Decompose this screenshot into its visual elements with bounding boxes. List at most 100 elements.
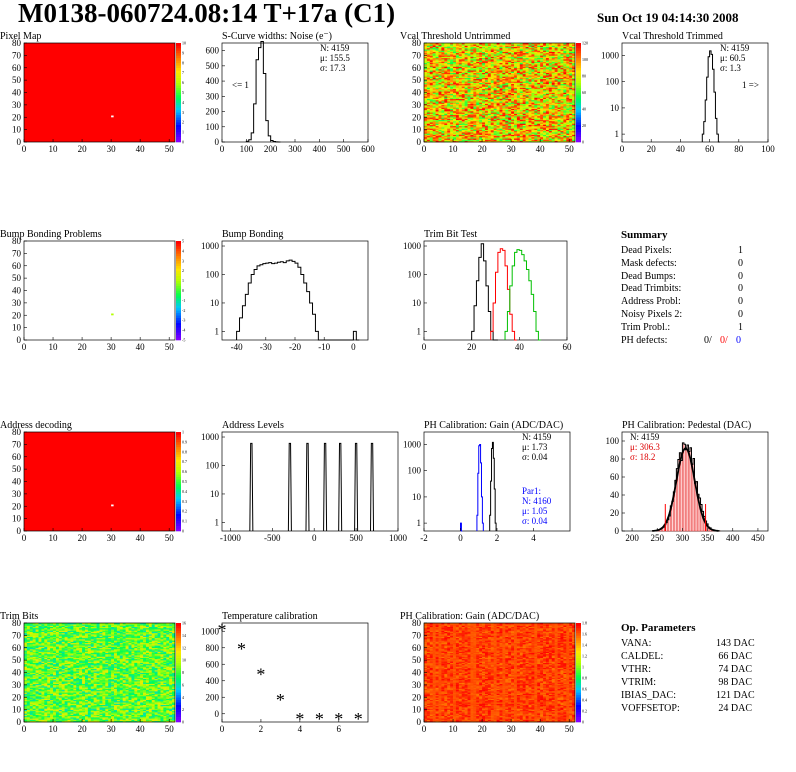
heatmap-cell [548,46,553,49]
heatmap-cell [563,135,567,138]
heatmap-cell [438,140,442,143]
heatmap-cell [435,112,439,114]
heatmap-cell [551,92,555,95]
heatmap-cell [479,52,483,55]
heatmap-cell [453,46,457,49]
heatmap-cell [426,43,431,45]
color-scale-band [176,52,181,56]
heatmap-cell [432,133,436,135]
heatmap-cell [511,70,515,72]
heatmap-cell [455,81,460,83]
heatmap-cell [453,44,457,46]
heatmap-cell [514,72,518,75]
heatmap-cell [464,132,468,134]
heatmap-cell [522,66,526,69]
heatmap-cell [572,117,576,119]
y-tick-label: 200 [206,107,220,117]
heatmap-cell [528,99,532,102]
heatmap-cell [545,113,550,116]
heatmap-cell [566,61,570,64]
heatmap-cell [476,49,480,51]
heatmap-cell [563,56,567,59]
heatmap-cell [424,109,428,112]
heatmap-cell [534,66,538,69]
heatmap-cell [482,132,486,134]
heatmap-cell [540,78,544,81]
heatmap-cell [548,71,553,73]
heatmap-cell [453,101,457,103]
heatmap-cell [26,712,31,714]
heatmap-cell [467,123,471,125]
heatmap-cell [502,108,506,111]
heatmap-cell [534,68,538,71]
heatmap-cell [455,99,460,102]
heatmap-cell [444,98,448,101]
heatmap-cell [467,59,471,61]
heatmap-cell [464,113,468,116]
heatmap-cell [525,129,529,132]
y-tick-label: 60 [412,63,422,73]
heatmap-cell [464,90,468,92]
heatmap-cell [26,653,31,656]
heatmap-cell [557,80,561,82]
heatmap-cell [554,108,558,111]
heatmap-cell [499,124,503,127]
heatmap-cell [514,107,518,109]
heatmap-cell [458,135,463,138]
heatmap-cell [429,62,434,65]
pedestal-bin [686,444,689,532]
heatmap-cell [572,47,576,50]
heatmap-cell [493,46,497,49]
heatmap-cell [551,91,555,93]
y-tick-label: 30 [12,489,22,499]
heatmap-cell [540,72,544,75]
color-scale-band [576,102,581,106]
heatmap-cell [499,127,503,129]
heatmap-cell [426,128,431,130]
heatmap-cell [531,124,535,127]
heatmap-cell [554,62,558,65]
y-tick-label: 50 [12,464,22,474]
heatmap-cell [473,50,477,52]
heatmap-cell [487,111,492,113]
heatmap-cell [519,106,524,108]
heatmap-cell [29,720,34,723]
heatmap-cell [458,113,463,116]
heatmap-cell [24,657,28,660]
heatmap-cell [554,83,558,86]
heatmap-cell [522,123,526,125]
color-scale-label: 8 [182,60,184,65]
y-tick-label: 100 [206,122,220,132]
heatmap-cell [514,49,518,51]
heatmap-cell [476,64,480,66]
heatmap-cell [484,113,489,116]
heatmap-cell [522,130,526,133]
heatmap-cell [508,128,512,130]
heatmap-cell [572,109,576,112]
heatmap-cell [534,137,538,139]
heatmap-cell [438,59,442,61]
heatmap-cell [487,102,492,104]
heatmap-cell [569,101,573,103]
heatmap-cell [464,67,468,70]
heatmap-cell [479,88,483,91]
heatmap-cell [525,87,529,90]
heatmap-cell [26,692,31,694]
heatmap-cell [24,637,28,640]
heatmap-cell [522,122,526,124]
heatmap-cell [551,117,555,119]
heatmap-cell [479,76,483,78]
heatmap-cell [424,77,428,80]
heatmap-cell [490,130,494,133]
heatmap-cell [514,122,518,124]
heatmap-cell [435,113,439,116]
heatmap-cell [441,94,445,97]
heatmap-cell [531,101,535,103]
y-tick-label: 300 [206,91,220,101]
heatmap-cell [554,122,558,124]
color-scale-band [176,278,181,281]
heatmap-cell [490,91,494,93]
heatmap-cell [554,81,558,83]
heatmap-cell [548,52,553,55]
heatmap-cell [522,139,526,142]
